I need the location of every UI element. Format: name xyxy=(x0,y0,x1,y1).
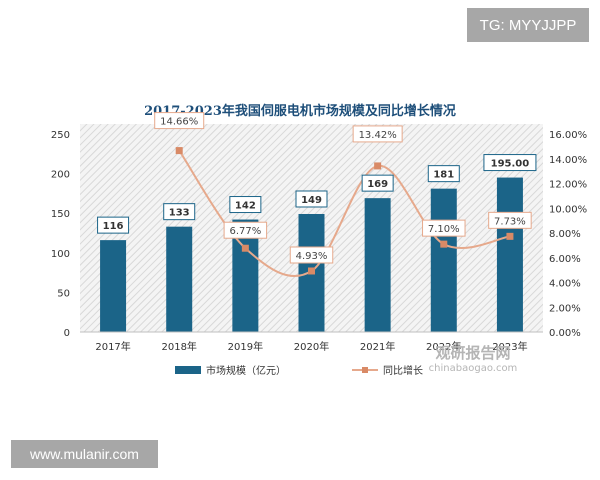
bar xyxy=(364,198,391,332)
watermark-cn: 观研报告网 xyxy=(435,344,510,362)
growth-label-box xyxy=(488,211,532,229)
x-tick-label: 2017年 xyxy=(95,340,130,353)
y-left-tick-label: 200 xyxy=(51,170,70,181)
growth-label: 13.42% xyxy=(359,130,397,141)
bar-label-box xyxy=(427,165,460,183)
bar xyxy=(430,188,457,332)
y-left-tick-label: 150 xyxy=(51,209,70,220)
y-left-tick-label: 250 xyxy=(51,130,70,141)
watermark-en: chinabaogao.com xyxy=(429,363,518,374)
growth-label-box xyxy=(352,125,403,143)
x-tick-label: 2020年 xyxy=(294,340,329,353)
y-right-tick-label: 8.00% xyxy=(549,229,581,240)
x-tick-label: 2018年 xyxy=(161,340,196,353)
bar-label-box xyxy=(295,190,328,208)
legend-line-label: 同比增长 xyxy=(383,364,423,377)
chart-title: 2017-2023年我国伺服电机市场规模及同比增长情况 xyxy=(144,103,456,119)
growth-label-box xyxy=(154,112,205,130)
x-tick-label: 2019年 xyxy=(228,340,263,353)
y-right-tick-label: 10.00% xyxy=(549,204,587,215)
bar xyxy=(496,177,523,332)
bar-label: 116 xyxy=(103,221,124,232)
growth-label-box xyxy=(223,221,268,239)
y-right-tick-label: 12.00% xyxy=(549,180,587,191)
bar xyxy=(166,226,193,332)
growth-point xyxy=(175,147,183,155)
bar-label: 195.00 xyxy=(491,159,530,170)
bar-label: 169 xyxy=(367,179,388,190)
bar-label: 149 xyxy=(301,195,322,206)
growth-label: 7.10% xyxy=(428,224,460,235)
growth-point xyxy=(308,267,315,275)
y-right-tick-label: 2.00% xyxy=(549,303,581,314)
legend-bar-swatch xyxy=(175,366,201,374)
x-tick-label: 2021年 xyxy=(360,340,395,353)
bar xyxy=(100,240,127,332)
bar-label-box xyxy=(97,216,130,234)
y-right-tick-label: 14.00% xyxy=(549,155,587,166)
chart: 2017-2023年我国伺服电机市场规模及同比增长情况 116 133 142 149… xyxy=(0,90,600,390)
y-left-tick-label: 50 xyxy=(57,288,70,299)
growth-point xyxy=(374,162,382,170)
chart-svg: 2017-2023年我国伺服电机市场规模及同比增长情况 116 133 142 149… xyxy=(51,103,587,377)
bar-label-box xyxy=(229,196,262,214)
y-right-tick-label: 0.00% xyxy=(549,328,581,339)
y-left-tick-label: 100 xyxy=(51,249,70,260)
bar-label-box xyxy=(483,154,537,172)
y-right-tick-label: 16.00% xyxy=(549,130,587,141)
growth-label-box xyxy=(289,246,334,264)
growth-point xyxy=(506,232,514,240)
growth-label: 6.77% xyxy=(229,226,261,237)
url-badge: www.mulanir.com xyxy=(11,440,158,468)
bar-label: 181 xyxy=(433,170,454,181)
growth-point xyxy=(440,240,448,248)
y-right-tick-label: 6.00% xyxy=(549,254,581,265)
growth-point xyxy=(241,244,249,252)
growth-label-box xyxy=(422,219,466,237)
growth-label: 7.73% xyxy=(494,216,526,227)
bar-label-box xyxy=(361,174,394,192)
x-tick-label: 2023年 xyxy=(492,340,527,353)
growth-label: 14.66% xyxy=(160,117,198,128)
legend-line-marker xyxy=(362,367,368,373)
y-left-tick-label: 0 xyxy=(64,328,70,339)
bar-label: 133 xyxy=(169,208,190,219)
y-right-tick-label: 4.00% xyxy=(549,279,581,290)
bar-label: 142 xyxy=(235,201,256,212)
growth-label: 4.93% xyxy=(296,251,328,262)
tg-badge: TG: MYYJJPP xyxy=(467,8,589,42)
x-tick-label: 2022年 xyxy=(426,340,461,353)
bar-label-box xyxy=(163,203,196,221)
legend-bar-label: 市场规模（亿元） xyxy=(206,364,286,377)
